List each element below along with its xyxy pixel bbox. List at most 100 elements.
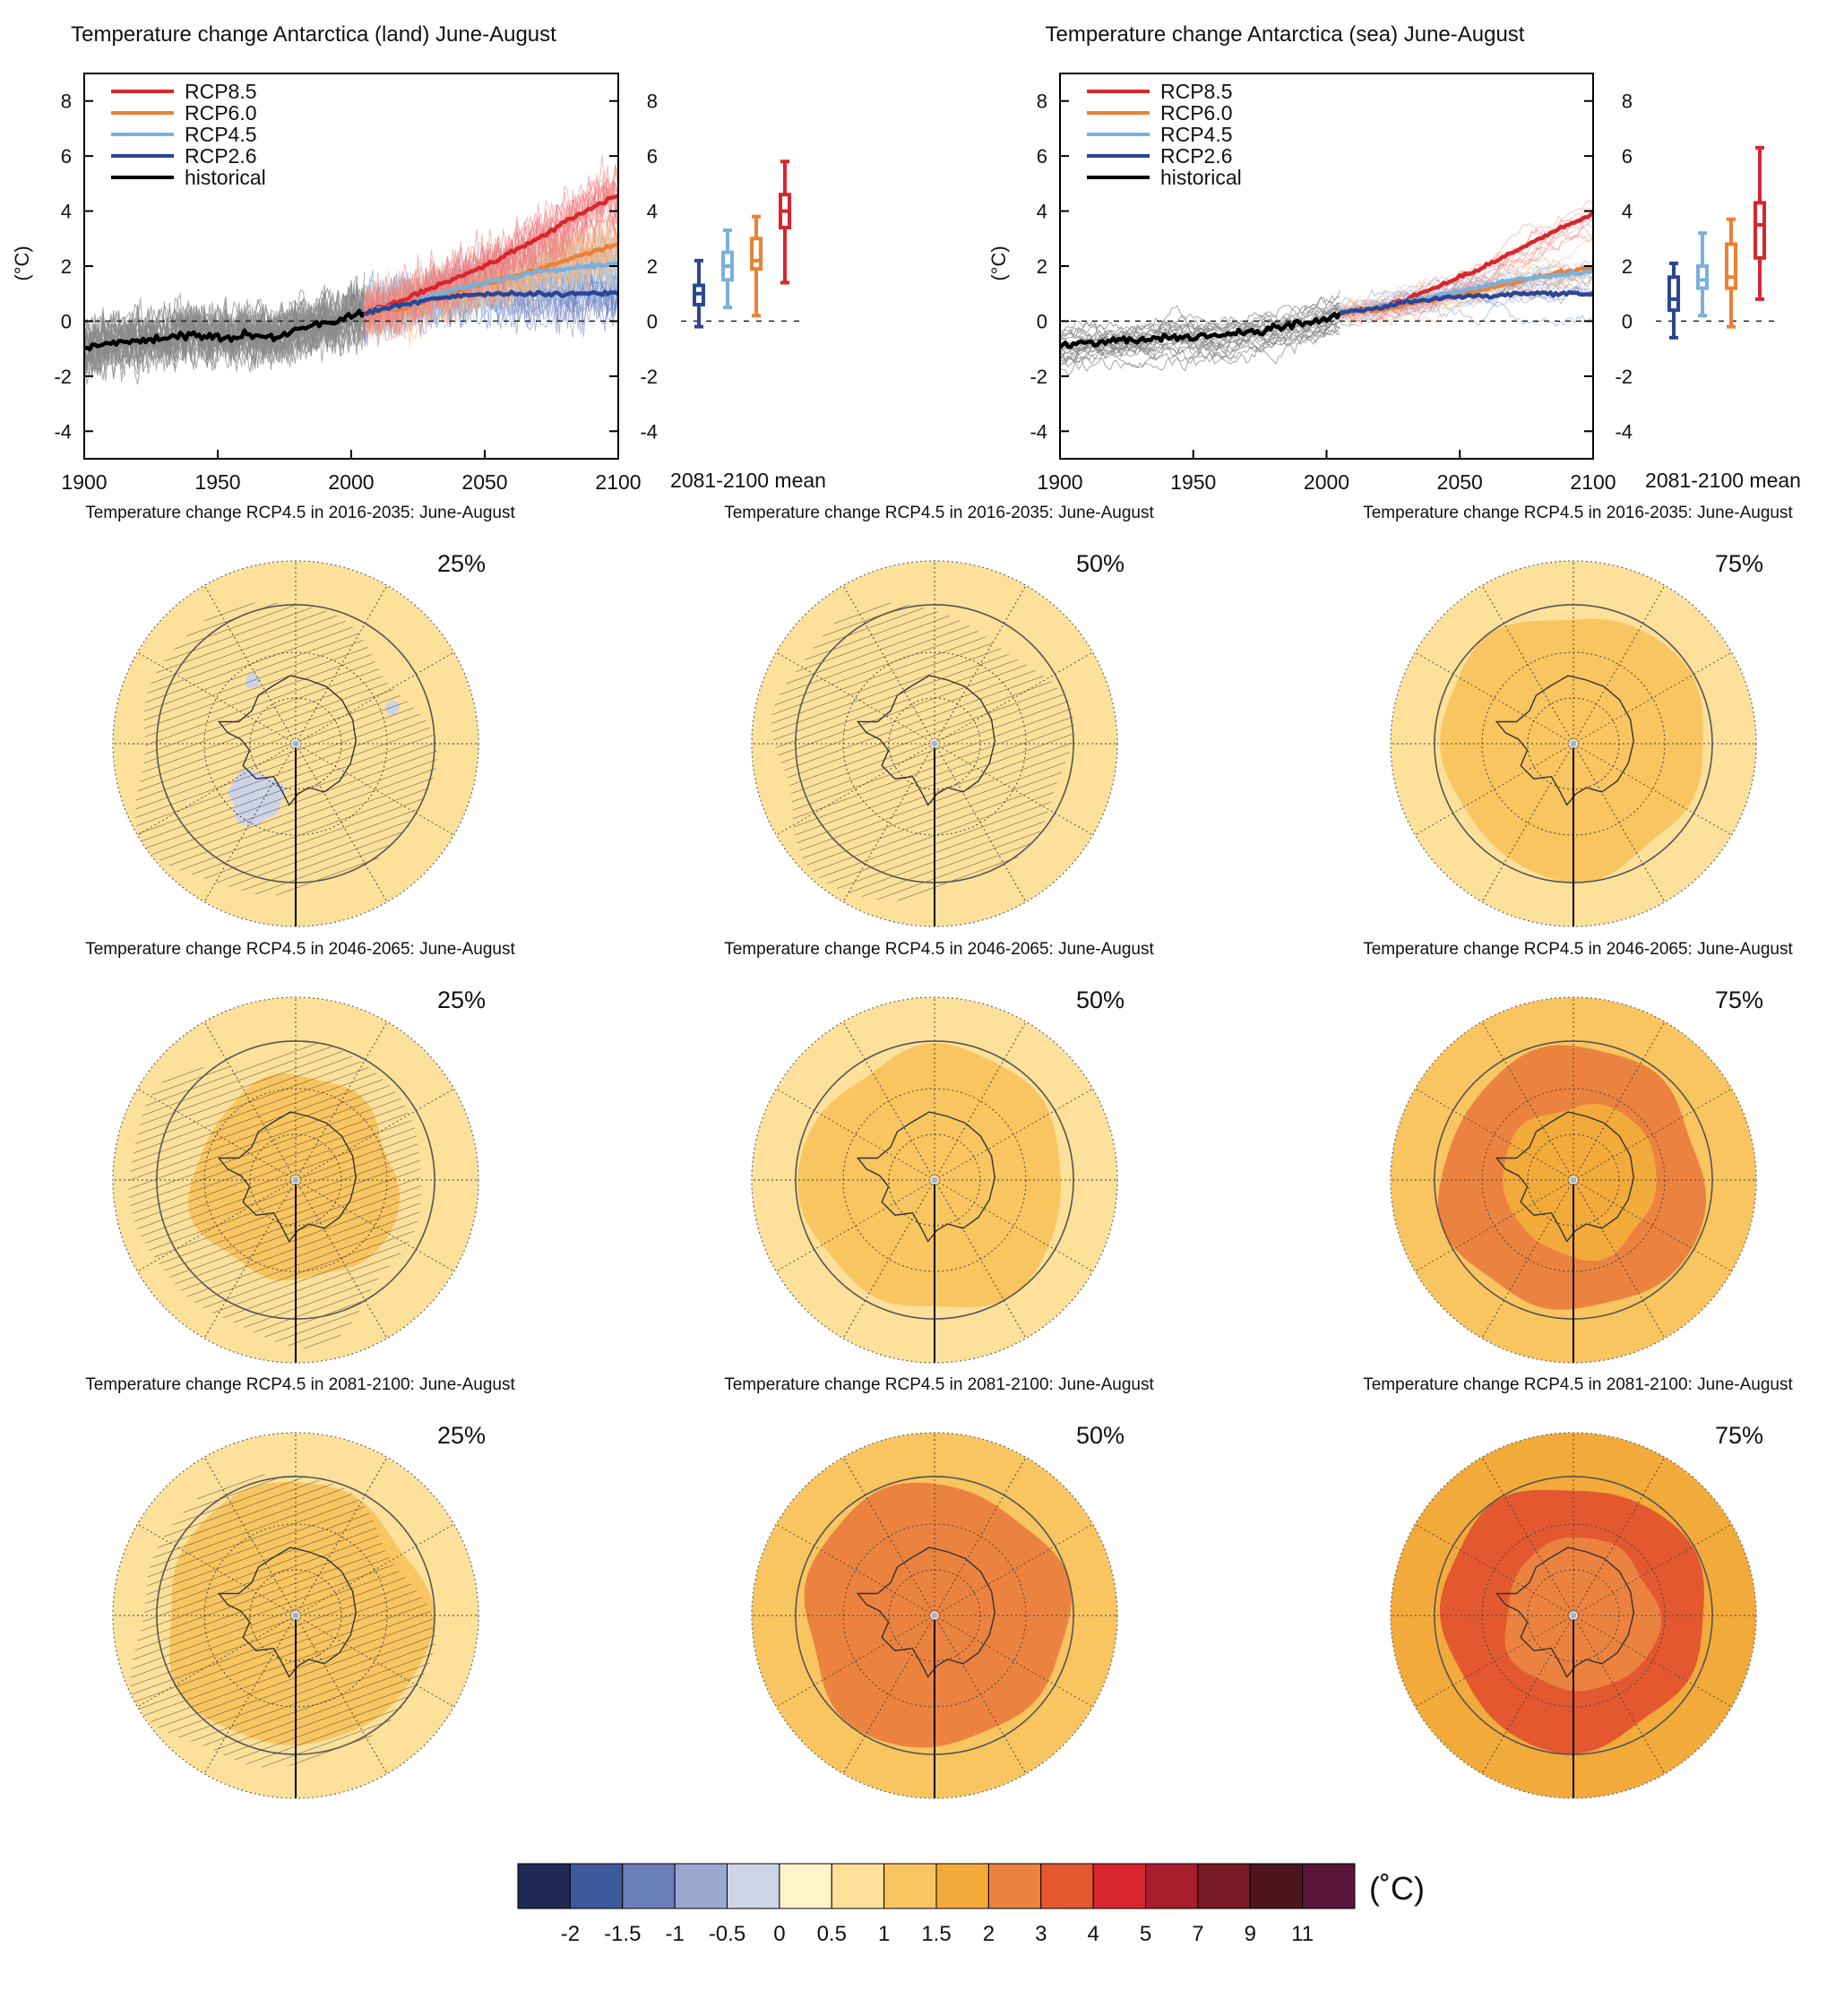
- graticule-meridian: [934, 651, 1093, 745]
- map-percentile: 75%: [1715, 550, 1763, 577]
- graticule-meridian: [203, 585, 297, 745]
- graticule-meridian: [776, 1523, 935, 1616]
- graticule-meridian: [842, 1615, 935, 1774]
- colorbar-cell: [1249, 1863, 1304, 1909]
- map-field: [1391, 561, 1756, 926]
- colorbar-cell: [727, 1863, 780, 1909]
- graticule-meridian: [295, 1615, 454, 1708]
- map-title: Temperature change RCP4.5 in 2016-2035: …: [724, 504, 1154, 522]
- y-tick-label: -2: [1030, 366, 1047, 388]
- graticule-meridian: [1415, 1088, 1574, 1181]
- colorbar-tick-label: 1.5: [921, 1922, 951, 1946]
- graticule-meridian: [1481, 1021, 1574, 1181]
- y-tick-label: 6: [1037, 145, 1047, 168]
- graticule-meridian: [203, 743, 297, 902]
- colorbar-tick-label: -2: [561, 1922, 580, 1946]
- south-pole-marker: [930, 1176, 939, 1185]
- map-percentile: 25%: [437, 1422, 486, 1449]
- scenario-member-line: [1340, 215, 1593, 321]
- box-panel-label: 2081-2100 mean: [1645, 469, 1801, 492]
- map-title: Temperature change RCP4.5 in 2081-2100: …: [724, 1375, 1154, 1394]
- graticule-meridian: [1481, 743, 1574, 902]
- scenario-boxes: [1656, 145, 1777, 340]
- y-tick-label-right: -4: [640, 420, 658, 443]
- x-tick-label: 1950: [1170, 470, 1216, 494]
- graticule-meridian: [934, 1615, 1027, 1774]
- legend-label: RCP8.5: [1160, 80, 1233, 103]
- historical-member-line: [84, 284, 366, 370]
- graticule-meridian: [1415, 651, 1574, 745]
- historical-member-line: [84, 286, 366, 385]
- plot-area: [84, 154, 618, 388]
- map-title: Temperature change RCP4.5 in 2081-2100: …: [1363, 1375, 1793, 1394]
- graticule-meridian: [1415, 1179, 1574, 1272]
- map-panel: Temperature change RCP4.5 in 2046-2065: …: [724, 940, 1154, 1364]
- colorbar-tick-label: -1.5: [604, 1922, 641, 1946]
- map-inner-band: [1506, 665, 1662, 820]
- y-tick-label-right: 0: [647, 310, 658, 332]
- y-tick-label-right: -2: [1615, 366, 1633, 388]
- graticule-meridian: [203, 1179, 297, 1339]
- x-tick-label: 2050: [1437, 470, 1483, 494]
- graticule-meridian: [934, 743, 1093, 836]
- map-boundary: [751, 996, 1118, 1364]
- graticule-meridian: [1573, 743, 1732, 836]
- graticule-meridian: [934, 1179, 1093, 1272]
- colorbar-cell: [517, 1863, 571, 1909]
- graticule-meridian: [1481, 1615, 1574, 1774]
- map-boundary: [1390, 996, 1757, 1364]
- colorbar-tick-label: 0.5: [817, 1922, 847, 1946]
- map-panel: Temperature change RCP4.5 in 2016-2035: …: [724, 504, 1154, 927]
- box-body-rcp26: [1667, 275, 1680, 313]
- colorbar-cell: [622, 1863, 676, 1909]
- graticule-meridian: [842, 1179, 935, 1339]
- south-pole-marker: [291, 1176, 300, 1185]
- map-percentile: 75%: [1715, 1422, 1763, 1449]
- graticule-meridian: [295, 1523, 454, 1616]
- graticule-meridian: [295, 585, 388, 745]
- y-tick-label-right: 6: [1622, 145, 1633, 168]
- chart-title: Temperature change Antarctica (land) Jun…: [71, 22, 556, 47]
- y-tick-label: 8: [61, 90, 72, 113]
- graticule-meridian: [1573, 1457, 1666, 1616]
- graticule-meridian: [934, 1523, 1093, 1616]
- y-tick-label: -4: [1030, 420, 1047, 443]
- y-tick-label-right: 0: [1622, 310, 1633, 332]
- colorbar-tick-label: -0.5: [709, 1922, 745, 1946]
- map-boundary: [112, 996, 479, 1364]
- y-tick-label: 8: [1037, 90, 1047, 113]
- map-boundary: [1390, 1432, 1757, 1799]
- graticule-meridian: [137, 1615, 297, 1708]
- historical-member-line: [1060, 295, 1340, 341]
- x-tick-label: 1900: [1037, 470, 1082, 494]
- series-line-rcp26: [1339, 289, 1593, 315]
- y-tick-label: 2: [1037, 255, 1047, 278]
- graticule-meridian: [934, 1021, 1027, 1181]
- colorbar-cell: [1040, 1863, 1094, 1909]
- graticule-meridian: [934, 1179, 1027, 1339]
- colorbar-tick-label: 0: [773, 1922, 785, 1946]
- map-hatching: [130, 1474, 436, 1769]
- map-percentile: 50%: [1076, 1422, 1124, 1449]
- antarctica-coastline: [856, 1111, 996, 1243]
- south-pole-marker: [930, 739, 939, 748]
- scenario-member-line: [1339, 286, 1593, 323]
- x-tick-label: 2050: [461, 470, 507, 494]
- y-tick-label-right: 6: [647, 145, 658, 168]
- graticule-meridian: [295, 743, 388, 902]
- y-tick-label-right: 2: [1622, 255, 1633, 278]
- x-tick-label: 2100: [1570, 470, 1616, 494]
- series-line-rcp85: [363, 194, 618, 316]
- x-tick-label: 1950: [194, 470, 240, 494]
- graticule-meridian: [776, 743, 935, 836]
- map-percentile: 50%: [1076, 550, 1124, 577]
- scenario-member-line: [1340, 271, 1593, 308]
- ensemble-members: [84, 154, 618, 388]
- antarctica-coastline: [1495, 675, 1635, 806]
- y-tick-label-right: 8: [1622, 90, 1633, 113]
- map-panel: Temperature change RCP4.5 in 2016-2035: …: [85, 504, 515, 927]
- graticule-meridian: [1573, 585, 1666, 745]
- land-timeseries-chart: Temperature change Antarctica (land) Jun…: [11, 22, 826, 494]
- graticule-meridian: [1573, 1179, 1732, 1272]
